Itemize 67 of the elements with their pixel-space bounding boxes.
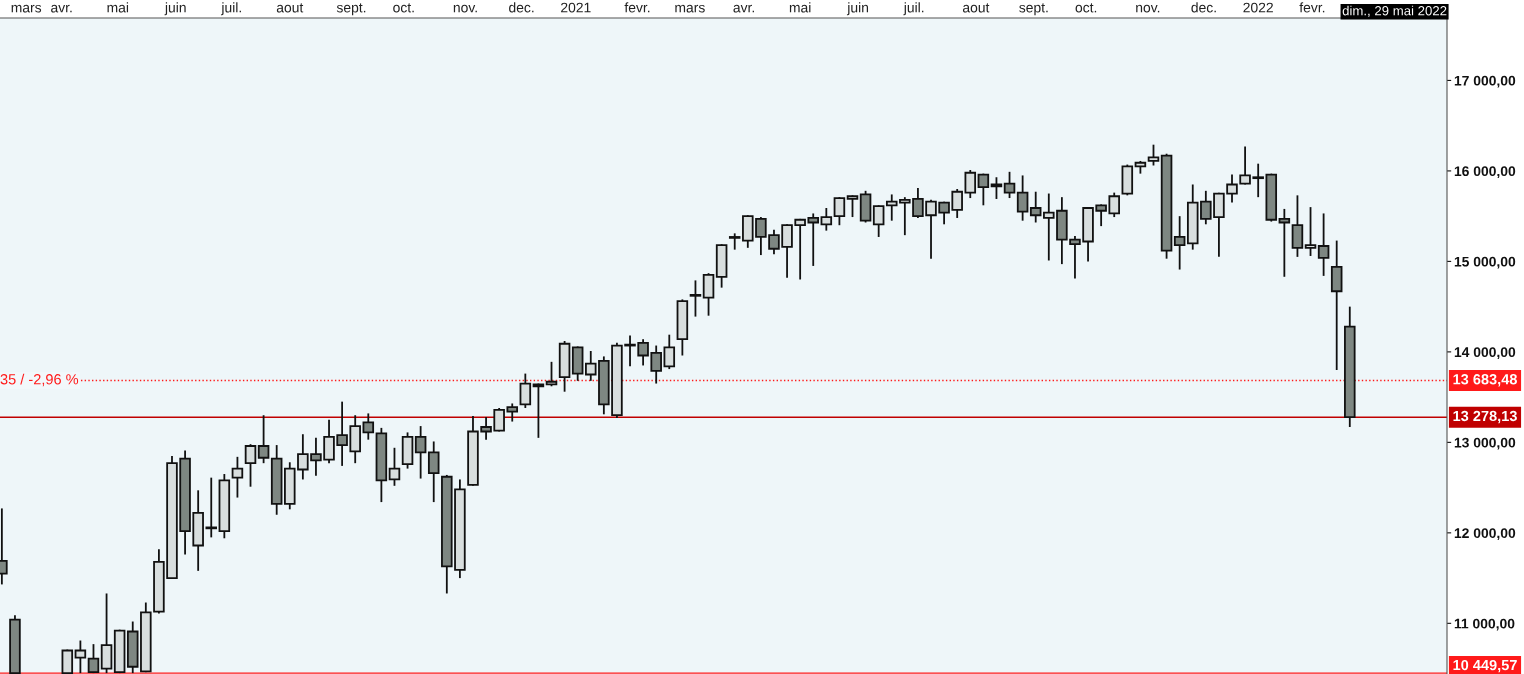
x-tick-label: aout [276, 3, 304, 13]
ref-line-label: 13 278,13 [1453, 410, 1517, 424]
ref-line-label: 13 683,48 [1453, 374, 1517, 387]
candlestick [964, 169, 977, 199]
candlestick [820, 207, 833, 232]
x-tick-label: juil. [903, 2, 924, 16]
x-tick-label: avr. [733, 4, 754, 13]
ref-line-label: 10 449,57 [1453, 659, 1517, 673]
x-tick-label: juin [164, 2, 186, 16]
candlestick [414, 425, 427, 480]
x-tick-label: fevr. [1299, 2, 1325, 13]
x-tick-label: sept. [336, 3, 366, 16]
y-tick-label: 15 000,00 [1454, 256, 1516, 269]
candlestick [362, 412, 375, 441]
candlestick [1029, 190, 1042, 224]
y-tick-label: 12 000,00 [1454, 528, 1516, 541]
candlestick [1278, 208, 1291, 278]
candlestick [1173, 215, 1186, 271]
candlestick [702, 272, 715, 317]
candlestick [87, 643, 100, 674]
x-tick-label: juil. [221, 2, 241, 16]
candlestick [872, 204, 885, 238]
candlestick [1003, 170, 1016, 199]
x-tick-label: mars [11, 4, 42, 13]
candlestick [728, 232, 741, 251]
x-tick-label: dec. [509, 2, 534, 13]
candlestick [1291, 194, 1304, 258]
candlestick [689, 279, 702, 318]
candlestick [1317, 212, 1330, 277]
x-tick-label: mai [107, 2, 129, 13]
candlestick [74, 639, 87, 674]
candlestick [257, 414, 270, 465]
candlestick [100, 592, 113, 674]
x-tick-label: oct. [393, 3, 414, 13]
candlestick [1147, 143, 1160, 167]
candlestick [545, 360, 558, 388]
x-tick-label: 2021 [561, 2, 591, 13]
x-tick-label: sept. [1019, 3, 1048, 16]
candlestick [1304, 206, 1317, 257]
candlestick [388, 446, 401, 487]
x-tick-label: nov. [1136, 4, 1160, 13]
x-tick-label: dec. [1191, 2, 1216, 13]
x-tick-label: mars [675, 4, 705, 13]
annotation: 35 / -2,96 % [0, 373, 79, 387]
candlestick [244, 443, 257, 488]
x-tick-label: fevr. [624, 2, 650, 13]
y-tick-label: 13 000,00 [1454, 437, 1516, 450]
y-tick-label: 14 000,00 [1454, 347, 1516, 360]
text: dim., 29 mai 2022 [1342, 5, 1447, 17]
candlestick [833, 196, 846, 227]
candlestick [519, 372, 532, 409]
x-tick-label: mai [789, 2, 811, 13]
candlestick [846, 194, 859, 218]
y-tick-label: 17 000,00 [1454, 75, 1516, 88]
x-tick-label: aout [962, 3, 990, 13]
y-tick-label: 16 000,00 [1454, 166, 1516, 179]
x-tick-label: oct. [1075, 3, 1097, 13]
candlestick [231, 455, 244, 499]
y-tick-label: 11 000,00 [1454, 618, 1515, 631]
x-tick-label: 2022 [1243, 2, 1273, 13]
candlestick [663, 333, 676, 370]
x-tick-label: nov. [453, 4, 477, 13]
candlestick [977, 172, 990, 207]
x-tick-label: avr. [51, 4, 72, 13]
x-tick-label: juin [846, 2, 869, 16]
candlestick [1016, 174, 1029, 222]
candlestick [427, 440, 440, 503]
